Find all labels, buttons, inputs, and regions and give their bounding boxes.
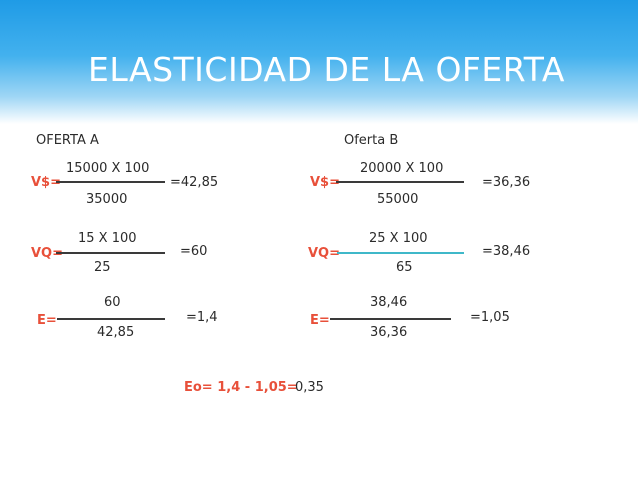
offer-b-vq-denominator: 65 bbox=[396, 260, 413, 275]
offer-b-vq-numerator: 25 X 100 bbox=[369, 231, 428, 246]
offer-a-vq-result: =60 bbox=[180, 244, 208, 259]
offer-a-e-denominator: 42,85 bbox=[97, 325, 135, 340]
offer-a-vq-numerator: 15 X 100 bbox=[78, 231, 137, 246]
offer-a-vq-label: VQ= bbox=[31, 246, 64, 261]
offer-a-vs-fraction-line bbox=[56, 181, 165, 183]
offer-a-vs-result: =42,85 bbox=[170, 175, 219, 190]
offer-a-e-numerator: 60 bbox=[104, 295, 121, 310]
offer-b-vs-label: V$= bbox=[310, 175, 340, 190]
offer-a-vs-denominator: 35000 bbox=[86, 192, 128, 207]
offer-a-e-result: =1,4 bbox=[186, 310, 218, 325]
offer-a-heading: OFERTA A bbox=[36, 133, 99, 148]
offer-b-e-label: E= bbox=[310, 313, 330, 328]
offer-b-vs-result: =36,36 bbox=[482, 175, 531, 190]
offer-a-vs-label: V$= bbox=[31, 175, 61, 190]
final-value: 0,35 bbox=[295, 380, 324, 395]
offer-b-e-result: =1,05 bbox=[470, 310, 510, 325]
offer-a-e-fraction-line bbox=[57, 318, 165, 320]
offer-b-vs-denominator: 55000 bbox=[377, 192, 419, 207]
offer-b-vs-fraction-line bbox=[336, 181, 464, 183]
slide-title: ELASTICIDAD DE LA OFERTA bbox=[88, 50, 565, 89]
final-formula-label: Eo= 1,4 - 1,05= bbox=[184, 380, 298, 395]
offer-b-e-numerator: 38,46 bbox=[370, 295, 408, 310]
offer-b-vs-numerator: 20000 X 100 bbox=[360, 161, 444, 176]
offer-a-vq-fraction-line bbox=[56, 252, 165, 254]
offer-b-vq-label: VQ= bbox=[308, 246, 341, 261]
offer-b-vq-fraction-line bbox=[337, 252, 464, 254]
offer-b-heading: Oferta B bbox=[344, 133, 399, 148]
offer-a-vs-numerator: 15000 X 100 bbox=[66, 161, 150, 176]
offer-a-vq-denominator: 25 bbox=[94, 260, 111, 275]
title-banner bbox=[0, 0, 638, 124]
offer-b-vq-result: =38,46 bbox=[482, 244, 531, 259]
offer-b-e-fraction-line bbox=[330, 318, 451, 320]
offer-b-e-denominator: 36,36 bbox=[370, 325, 408, 340]
offer-a-e-label: E= bbox=[37, 313, 57, 328]
